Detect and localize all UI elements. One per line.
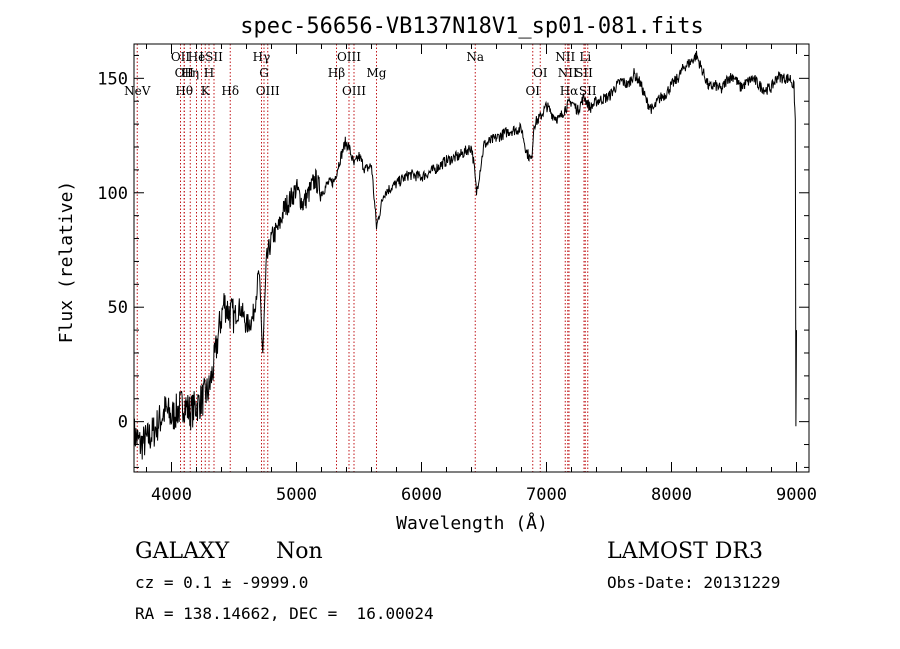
line-label-9: SII [205,50,223,64]
plot-frame [133,43,810,473]
line-label-12: G [259,66,269,80]
redshift-readout: cz = 0.1 ± -9999.0 [135,573,309,592]
y-tick-label-0: 0 [118,413,128,433]
x-tick-label-5: 9000 [776,485,817,505]
emission-line-markers [136,44,589,472]
line-label-3: Hθ [175,84,193,98]
line-label-4: Hη [181,66,199,80]
line-label-13: OIII [256,84,280,98]
line-label-18: Na [466,50,484,64]
line-label-24: SII [575,66,593,80]
x-tick-label-1: 5000 [276,485,317,505]
obs-date: Obs-Date: 20131229 [607,573,781,592]
emission-line-labels: NeV OII OII Hθ Hη HeI KH SII Hδ Hγ G OIII Hβ OIII OIII… [124,50,597,98]
line-label-0: NeV [124,84,151,98]
line-label-1: OII [171,50,191,64]
line-label-25: Li [579,50,591,64]
line-label-15: OIII [337,50,361,64]
line-label-10: Hδ [221,84,239,98]
x-tick-label-3: 7000 [526,485,567,505]
coordinates: RA = 138.14662, DEC = 16.00024 [135,604,434,623]
y-axis-label: Flux (relative) [56,181,77,344]
line-label-2: OII [175,66,195,80]
spectrum-series-line [133,50,797,460]
line-label-6: I [199,50,204,64]
line-label-14: Hβ [328,66,345,80]
line-label-5: He [188,50,206,64]
survey-name: LAMOST DR3 [607,539,763,564]
object-subclass: Non [276,539,323,564]
line-label-21: NII [555,50,575,64]
line-label-7: K [201,84,211,98]
x-tick-label-2: 6000 [401,485,442,505]
object-type: GALAXY [135,539,230,564]
line-label-23: Hα [560,84,579,98]
line-label-26: SII [579,84,597,98]
line-label-22: NII [558,66,578,80]
line-label-8: H [204,66,214,80]
line-label-11: Hγ [253,50,271,64]
axis-ticks: 4000 5000 6000 7000 8000 9000 0 50 100 150 [97,44,817,505]
y-tick-label-1: 50 [108,298,128,318]
x-tick-label-4: 8000 [651,485,692,505]
y-tick-label-2: 100 [97,184,128,204]
x-axis-label: Wavelength (Å) [396,512,548,534]
line-label-17: Mg [367,66,387,80]
line-label-20: OI [533,66,548,80]
chart-title: spec-56656-VB137N18V1_sp01-081.fits [240,14,704,39]
x-tick-label-0: 4000 [151,485,192,505]
line-label-19: OI [525,84,540,98]
y-tick-label-3: 150 [97,69,128,89]
line-label-16: OIII [342,84,366,98]
